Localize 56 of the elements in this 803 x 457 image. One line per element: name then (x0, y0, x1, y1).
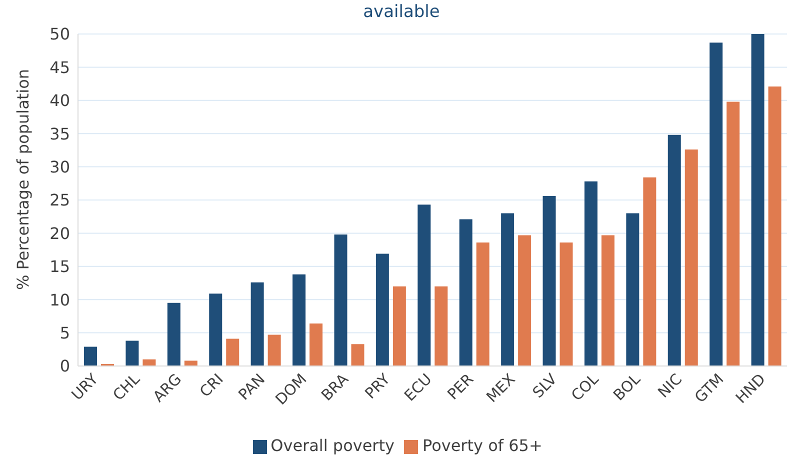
bar (84, 346, 97, 366)
bar (584, 181, 598, 366)
bar (643, 177, 656, 366)
y-tick-label: 0 (60, 356, 70, 376)
bar (434, 286, 448, 366)
x-tick-label: PER (444, 370, 478, 404)
y-tick-label: 25 (50, 190, 70, 210)
bar (292, 274, 306, 366)
bar (560, 242, 573, 366)
y-tick-label: 45 (50, 58, 70, 77)
bar (250, 282, 264, 366)
bar (601, 235, 614, 366)
bar (142, 359, 156, 366)
bar (334, 234, 348, 366)
y-tick-label: 30 (50, 157, 70, 176)
y-tick-label: 20 (50, 224, 70, 243)
y-tick-label: 5 (60, 323, 70, 342)
bar (710, 42, 723, 366)
bar (226, 338, 240, 366)
x-tick-label: CRI (196, 370, 227, 401)
y-tick-label: 35 (50, 124, 70, 144)
bar (726, 102, 740, 366)
bar (684, 150, 698, 366)
bar (518, 235, 532, 366)
bar (167, 302, 180, 366)
x-tick-label: NIC (654, 370, 686, 402)
x-tick-label: CHL (109, 370, 144, 404)
bar (392, 286, 406, 366)
x-tick-label: COL (568, 370, 603, 404)
bar (310, 324, 323, 366)
bar (459, 219, 472, 366)
bar (501, 213, 514, 366)
bar (751, 34, 764, 366)
bar (351, 344, 364, 366)
x-tick-label: BRA (318, 370, 352, 404)
bar (626, 213, 640, 366)
y-axis-title: % Percentage of population (14, 68, 33, 290)
bar (209, 294, 222, 366)
bar (184, 360, 198, 366)
bar (126, 340, 139, 366)
x-tick-label: BOL (610, 370, 644, 404)
bar (542, 196, 556, 366)
bar (418, 204, 431, 366)
bar (376, 254, 389, 366)
y-tick-label: 15 (50, 257, 70, 276)
x-tick-label: SLV (528, 370, 561, 402)
bar (668, 134, 681, 366)
y-tick-label: 10 (50, 290, 70, 310)
bar (768, 86, 782, 366)
chart-title: available (362, 2, 441, 22)
bar (476, 242, 490, 366)
bar (268, 334, 281, 366)
y-tick-label: 50 (50, 24, 70, 44)
legend-label: Overall poverty (270, 436, 394, 455)
y-tick-label: 40 (50, 91, 70, 110)
legend-label: Poverty of 65+ (422, 436, 542, 455)
